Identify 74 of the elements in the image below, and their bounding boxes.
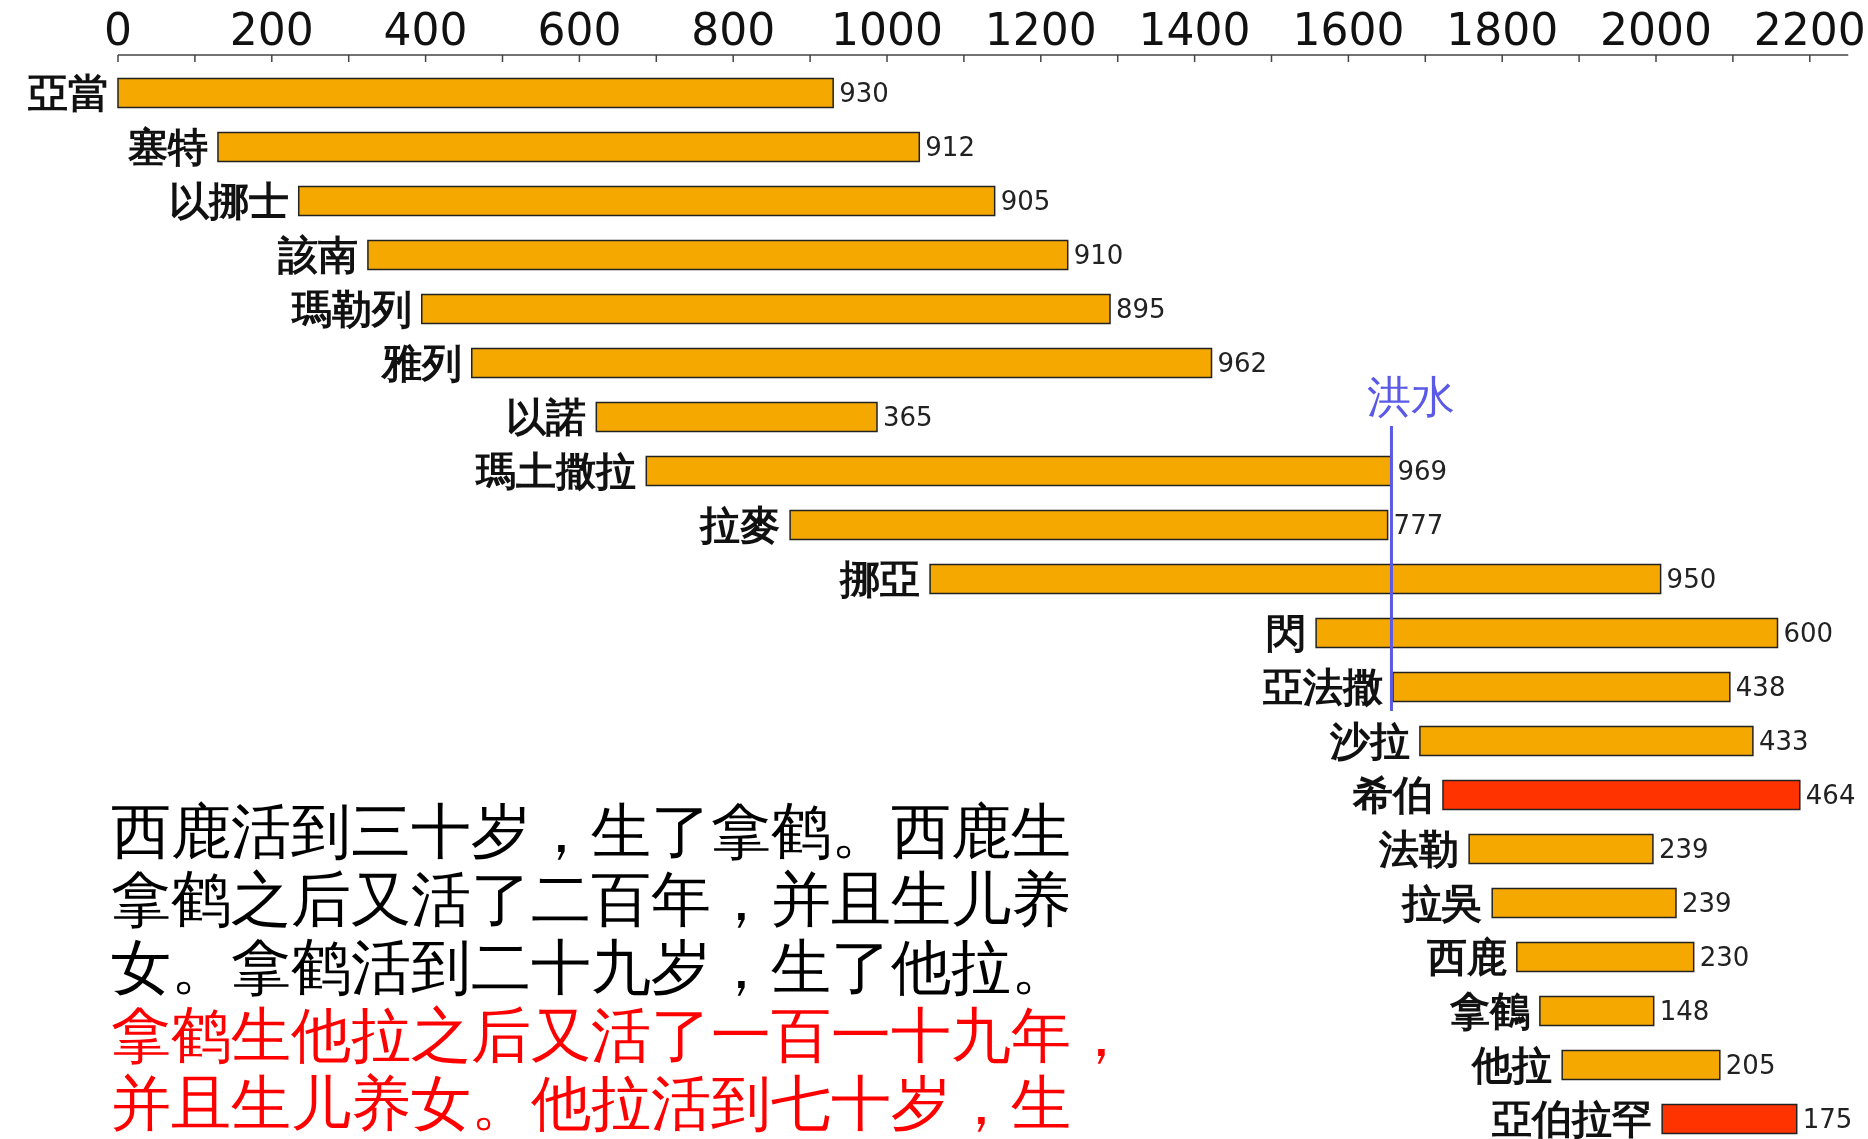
- y-tick-label: 雅列: [379, 340, 462, 387]
- bar: [595, 401, 878, 433]
- data-label: 365: [883, 402, 933, 433]
- y-tick-label: 拿鶴: [1448, 988, 1530, 1035]
- x-tick-label: 1800: [1446, 4, 1559, 55]
- bar: [929, 563, 1662, 595]
- y-tick-label: 他拉: [1470, 1042, 1553, 1089]
- data-label: 600: [1783, 618, 1834, 649]
- annotation: 西鹿活到三十岁，生了拿鹤。西鹿生拿鹤之后又活了二百年，并且生儿养女。拿鹤活到二十九岁，生了他拉。: [111, 796, 1071, 1002]
- data-label: 930: [839, 78, 889, 109]
- x-tick-label: 200: [229, 4, 314, 55]
- bar: [789, 509, 1389, 541]
- y-tick-label: 該南: [276, 232, 358, 279]
- data-label: 777: [1393, 510, 1444, 541]
- x-tick-label: 1600: [1292, 4, 1405, 55]
- x-tick-label: 1000: [831, 4, 943, 55]
- data-label: 912: [925, 132, 975, 163]
- annotation: 拿鹤生他拉之后又活了一百一十九年，并且生儿养女。他拉活到七十岁，生: [111, 1000, 1131, 1138]
- bar: [1315, 617, 1779, 649]
- data-label: 175: [1802, 1104, 1853, 1135]
- data-label: 433: [1758, 726, 1809, 757]
- data-label: 962: [1217, 348, 1268, 379]
- y-tick-label: 挪亞: [839, 556, 921, 603]
- data-label: 239: [1658, 834, 1709, 865]
- data-label: 239: [1681, 888, 1732, 919]
- data-label: 438: [1735, 672, 1786, 703]
- y-tick-label: 拉麥: [698, 502, 781, 549]
- y-tick-label: 亞法撒: [1262, 664, 1383, 711]
- bar: [1419, 725, 1754, 757]
- data-label: 950: [1666, 564, 1717, 595]
- y-tick-label: 希伯: [1351, 772, 1433, 819]
- data-label: 230: [1699, 942, 1750, 973]
- y-tick-label: 沙拉: [1328, 718, 1410, 765]
- bar: [1468, 833, 1654, 865]
- y-tick-label: 塞特: [126, 124, 208, 171]
- y-tick-label: 瑪土撒拉: [474, 448, 637, 495]
- x-tick-label: 1200: [984, 4, 1097, 55]
- data-label: 895: [1116, 294, 1166, 325]
- y-tick-label: 閃: [1266, 610, 1307, 657]
- data-label: 148: [1659, 996, 1710, 1027]
- bar: [217, 131, 921, 163]
- bar: [421, 293, 1111, 325]
- bar: [367, 239, 1069, 271]
- y-tick-label: 亞當: [27, 70, 108, 117]
- bar: [1392, 671, 1731, 703]
- x-tick-label: 1400: [1138, 4, 1251, 55]
- y-tick-label: 瑪勒列: [289, 286, 412, 333]
- data-label: 464: [1805, 780, 1856, 811]
- x-tick-label: 2200: [1753, 4, 1866, 55]
- x-tick-label: 800: [691, 4, 776, 55]
- y-tick-label: 法勒: [1378, 826, 1460, 873]
- x-tick-label: 400: [383, 4, 468, 55]
- data-label: 905: [1000, 186, 1051, 217]
- x-tick-label: 2000: [1600, 4, 1712, 55]
- x-tick-label: 600: [537, 4, 622, 55]
- ref-line-label: 洪水: [1367, 371, 1456, 422]
- bar: [645, 455, 1393, 487]
- y-tick-label: 拉吳: [1400, 880, 1483, 927]
- bar: [1516, 941, 1695, 973]
- bar: [1561, 1049, 1721, 1081]
- bar: [1442, 779, 1801, 811]
- bar: [1539, 995, 1655, 1027]
- bar: [1661, 1103, 1798, 1135]
- y-tick-label: 以諾: [506, 394, 587, 441]
- y-tick-label: 以挪士: [168, 178, 289, 225]
- bar: [297, 185, 996, 217]
- bar: [117, 77, 834, 109]
- x-tick-label: 0: [104, 4, 132, 55]
- data-label: 910: [1073, 240, 1124, 271]
- y-tick-label: 西鹿: [1425, 934, 1507, 981]
- data-label: 205: [1725, 1050, 1776, 1081]
- data-label: 969: [1397, 456, 1448, 487]
- bar: [1491, 887, 1677, 919]
- bar: [470, 347, 1213, 379]
